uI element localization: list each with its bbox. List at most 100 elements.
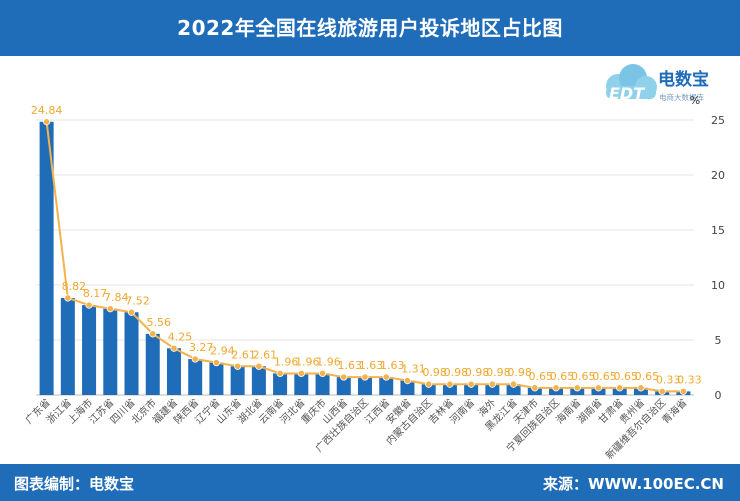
trend-point [297, 369, 305, 378]
bar [251, 366, 266, 395]
trend-point [403, 376, 412, 385]
logo-subtitle: 电商大数据库 [659, 92, 704, 102]
trend-point [234, 362, 242, 370]
bar [485, 384, 500, 395]
trend-point [149, 330, 157, 338]
trend-point [106, 305, 114, 313]
bar [379, 377, 394, 395]
y-tick-label: 25 [711, 114, 725, 127]
data-label: 0.33 [656, 373, 681, 386]
y-tick-label: 5 [715, 334, 722, 347]
data-label: 0.65 [613, 370, 638, 383]
data-label: 0.98 [486, 366, 511, 379]
trend-points [43, 118, 687, 395]
trend-line [45, 121, 684, 393]
y-tick-label: 0 [715, 389, 722, 402]
chart-area: EDT 电数宝 电商大数据库 % 0 5 10 15 20 25 24.84 8.82 8.1… [0, 56, 740, 464]
data-label: 1.63 [359, 359, 384, 372]
trend-point [340, 373, 348, 381]
bar [315, 373, 330, 395]
data-label: 0.33 [677, 373, 702, 386]
data-label: 2.61 [231, 348, 256, 361]
data-label: 0.98 [507, 366, 532, 379]
trend-point [616, 384, 624, 392]
bar [60, 297, 75, 395]
data-label: 0.98 [422, 366, 447, 379]
bar [294, 373, 309, 395]
x-tick-label: 河南省 [447, 396, 477, 426]
trend-point [488, 380, 496, 388]
cloud-logo-icon [606, 64, 657, 99]
bar [209, 362, 224, 395]
chart-svg: EDT 电数宝 电商大数据库 % 0 5 10 15 20 25 24.84 8.828.1… [22, 64, 725, 462]
trend-point [318, 369, 327, 378]
trend-point [594, 384, 603, 392]
y-tick-label: 20 [711, 169, 725, 182]
trend-point [637, 384, 645, 392]
bar [124, 312, 139, 395]
trend-point [509, 380, 518, 388]
bar [400, 380, 415, 395]
bar [230, 366, 245, 395]
data-label: 5.56 [146, 316, 171, 329]
data-labels: 24.84 8.828.177.847.52 5.564.253.272.942.6… [31, 104, 702, 387]
bars [39, 121, 691, 395]
trend-point [573, 384, 581, 392]
trend-point [552, 384, 560, 392]
trend-point [446, 380, 454, 388]
bar [82, 305, 97, 395]
trend-point [658, 387, 666, 395]
bar [39, 121, 54, 395]
x-tick-labels: 广东省浙江省上海市江苏省四川省北京市福建省陕西省辽宁省山东省湖北省云南省河北省重… [22, 396, 689, 462]
data-label: 3.27 [189, 341, 214, 354]
bar [273, 373, 288, 395]
data-label: 1.63 [338, 359, 363, 372]
trend-point [361, 373, 369, 381]
trend-point [191, 355, 199, 363]
trend-point [679, 387, 687, 395]
bar [442, 384, 457, 395]
bar [421, 384, 436, 395]
bar [336, 377, 351, 395]
footer-editor: 图表编制：电数宝 [14, 475, 135, 493]
grid-lines [36, 119, 694, 396]
trend-point [276, 369, 284, 378]
y-tick-labels: 0 5 10 15 20 25 [711, 114, 725, 402]
data-label: 1.96 [295, 355, 320, 368]
trend-polyline [45, 121, 684, 393]
trend-point [531, 384, 539, 392]
footer-bar: 图表编制：电数宝 来源：WWW.100EC.CN [0, 464, 740, 501]
logo-mark: EDT [609, 84, 645, 103]
data-label: 0.65 [550, 370, 575, 383]
footer-source: 来源：WWW.100EC.CN [543, 475, 724, 493]
data-label: 0.65 [635, 370, 660, 383]
data-label: 8.17 [83, 287, 108, 300]
brand-logo: EDT 电数宝 电商大数据库 [606, 64, 709, 103]
trend-point [425, 380, 433, 388]
bar [145, 333, 160, 395]
trend-point [255, 362, 263, 370]
data-label: 0.65 [571, 370, 596, 383]
trend-point [382, 373, 390, 381]
data-label: 24.84 [31, 104, 63, 117]
chart-title: 2022年全国在线旅游用户投诉地区占比图 [177, 16, 563, 40]
data-label: 4.25 [168, 330, 193, 343]
trend-point [64, 294, 72, 302]
trend-point [467, 380, 475, 388]
data-label: 7.52 [125, 294, 150, 307]
bar [188, 359, 203, 395]
data-label: 2.94 [210, 345, 235, 358]
data-label: 1.31 [401, 363, 426, 376]
data-label: 1.96 [274, 355, 299, 368]
trend-point [85, 301, 93, 309]
bar [103, 308, 118, 395]
trend-point [212, 359, 221, 367]
data-label: 0.65 [529, 370, 554, 383]
data-label: 8.82 [62, 280, 87, 293]
bar [464, 384, 479, 395]
trend-point [43, 118, 51, 126]
y-tick-label: 15 [711, 224, 725, 237]
data-label: 1.96 [316, 355, 341, 368]
data-label: 0.65 [592, 370, 617, 383]
data-label: 7.84 [104, 291, 129, 304]
